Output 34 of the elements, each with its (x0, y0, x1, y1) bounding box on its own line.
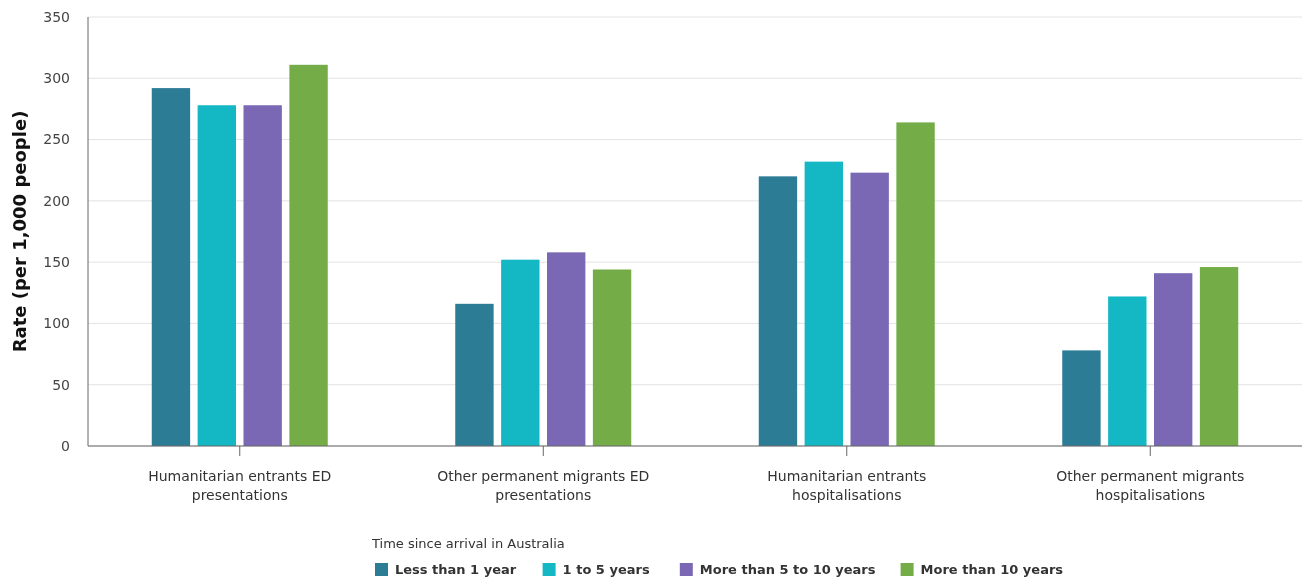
bar (197, 105, 236, 446)
bar (501, 259, 540, 446)
bar (592, 269, 632, 446)
y-axis-title: Rate (per 1,000 people) (9, 110, 30, 353)
bar (1108, 296, 1147, 446)
y-tick-label: 100 (43, 315, 70, 332)
bar (896, 122, 935, 446)
legend-label: More than 10 years (920, 562, 1064, 577)
bar (1199, 267, 1239, 446)
bar (243, 105, 282, 446)
legend-label: Less than 1 year (395, 562, 517, 577)
bar (547, 252, 586, 446)
legend-title: Time since arrival in Australia (371, 536, 565, 551)
x-tick-label: Humanitarian entrants ED presentations (148, 468, 332, 503)
bar (455, 303, 494, 446)
y-tick-label: 0 (61, 437, 70, 454)
y-tick-label: 350 (43, 8, 70, 25)
bar (289, 64, 328, 446)
y-tick-label: 200 (43, 192, 70, 209)
bar (758, 176, 798, 446)
bar (151, 88, 191, 446)
bar (1062, 350, 1101, 446)
x-tick-label: Other permanent migrants hospitalisations (1056, 468, 1245, 503)
y-tick-label: 300 (43, 70, 70, 87)
y-tick-label: 50 (52, 376, 70, 393)
bar (804, 161, 843, 446)
x-tick-label: Other permanent migrants ED presentations (437, 468, 650, 503)
y-tick-label: 150 (43, 254, 70, 271)
bar (1154, 273, 1193, 446)
legend-label: More than 5 to 10 years (699, 562, 876, 577)
legend-label: 1 to 5 years (562, 562, 650, 577)
y-tick-label: 250 (43, 131, 70, 148)
bar (850, 172, 889, 446)
x-tick-label: Humanitarian entrants hospitalisations (767, 468, 927, 503)
